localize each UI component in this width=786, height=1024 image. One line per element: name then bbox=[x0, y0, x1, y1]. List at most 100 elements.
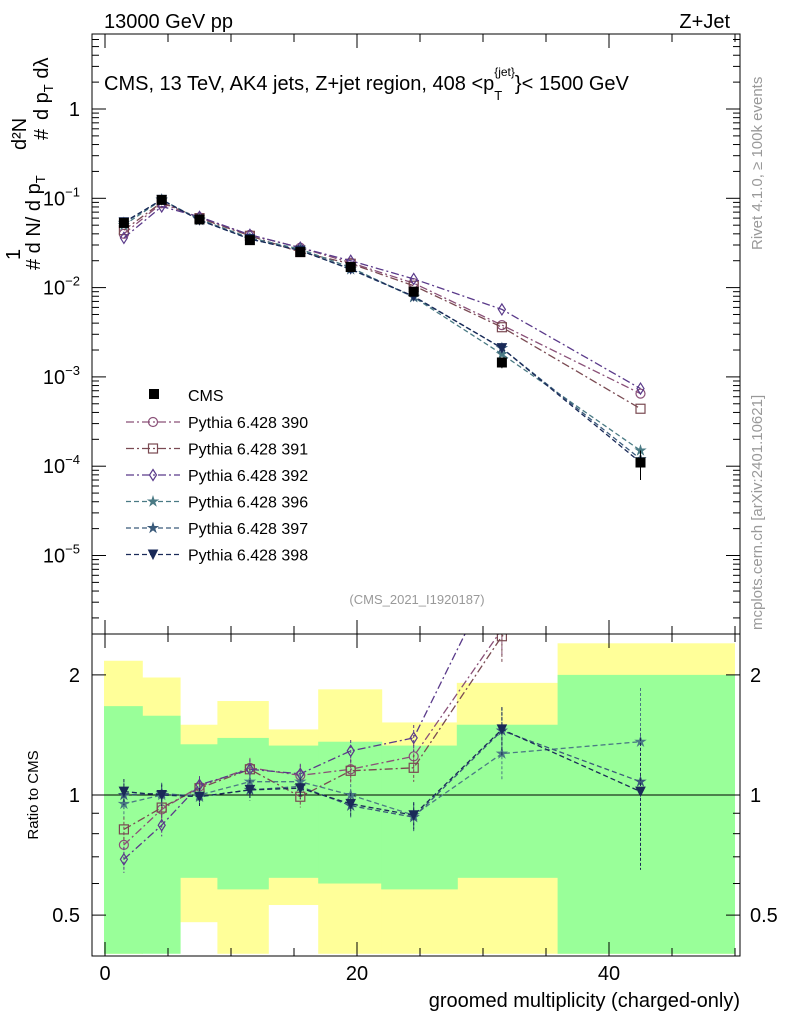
y-tick-label: 10−2 bbox=[43, 274, 80, 300]
legend-label: Pythia 6.428 397 bbox=[188, 521, 308, 538]
series-line bbox=[123, 202, 641, 395]
series-point bbox=[635, 403, 646, 414]
series-line bbox=[123, 205, 641, 390]
series-2 bbox=[118, 197, 646, 414]
legend-label: Pythia 6.428 390 bbox=[188, 415, 308, 432]
ratio-point bbox=[496, 634, 507, 642]
y-tick-label: 10−5 bbox=[43, 542, 80, 568]
series-line bbox=[123, 199, 641, 452]
legend-item-1: Pythia 6.428 390 bbox=[126, 415, 308, 432]
ratio-point bbox=[157, 818, 166, 832]
ratio-point bbox=[118, 824, 130, 835]
data-point bbox=[345, 262, 356, 273]
svg-text:1: 1 bbox=[3, 249, 25, 260]
legend-marker bbox=[148, 468, 158, 482]
green-band bbox=[179, 744, 219, 878]
ratio-y-tick-label-right: 1 bbox=[750, 785, 761, 807]
ratio-point bbox=[118, 786, 130, 798]
data-point bbox=[635, 457, 646, 468]
legend-item-4: Pythia 6.428 396 bbox=[126, 495, 308, 512]
svg-text:d²N: d²N bbox=[9, 118, 31, 150]
green-band bbox=[557, 674, 735, 954]
main-frame bbox=[91, 33, 741, 635]
x-axis-label: groomed multiplicity (charged-only) bbox=[429, 990, 740, 1012]
data-point bbox=[118, 217, 129, 228]
data-point bbox=[295, 247, 306, 258]
series-point bbox=[636, 381, 645, 396]
ratio-y-tick-label-right: 0.5 bbox=[750, 905, 778, 927]
ratio-point bbox=[245, 762, 255, 776]
series-1 bbox=[118, 198, 646, 399]
legend-label: Pythia 6.428 396 bbox=[188, 495, 308, 512]
y-tick-label: 10−4 bbox=[43, 452, 80, 478]
series-point bbox=[119, 231, 129, 245]
ratio-y-tick-label-right: 2 bbox=[750, 665, 761, 687]
main-panel: 10−5 10−4 10−3 10−2 10−1 1 CMS, 13 TeV, AK4 j… bbox=[3, 33, 741, 635]
y-tick-label: 10−3 bbox=[43, 363, 80, 389]
legend-label-cms: CMS bbox=[188, 388, 224, 405]
data-point bbox=[156, 194, 167, 205]
green-band bbox=[381, 745, 458, 890]
rivet-label: Rivet 4.1.0, ≥ 100k events bbox=[749, 77, 766, 250]
ratio-point bbox=[636, 480, 645, 489]
ratio-y-tick-label: 1 bbox=[69, 785, 80, 807]
ratio-y-tick-label: 2 bbox=[69, 665, 80, 687]
ratio-point bbox=[194, 791, 205, 803]
legend-item-cms: CMS bbox=[149, 388, 224, 405]
ratio-point bbox=[408, 762, 419, 773]
x-tick-label: 20 bbox=[346, 963, 368, 985]
ratio-point bbox=[635, 786, 646, 798]
svg-text:# d N/ d pT: # d N/ d pT bbox=[23, 175, 48, 270]
svg-text:d pT dλ: d pT dλ bbox=[31, 58, 56, 120]
svg-text:#: # bbox=[31, 128, 53, 140]
ratio-y-tick-label: 0.5 bbox=[52, 905, 80, 927]
ratio-point bbox=[244, 784, 256, 796]
green-band bbox=[104, 706, 143, 954]
watermark-label: (CMS_2021_I1920187) bbox=[349, 592, 484, 607]
ratio-point bbox=[636, 550, 645, 559]
legend-marker bbox=[146, 521, 160, 534]
green-band bbox=[267, 745, 320, 878]
energy-label: 13000 GeV pp bbox=[104, 11, 233, 33]
legend-marker-cms bbox=[149, 389, 159, 399]
ratio-plot-content bbox=[92, 480, 740, 954]
ratio-series-6 bbox=[118, 707, 646, 870]
ratio-point bbox=[346, 744, 355, 758]
legend-marker bbox=[147, 549, 159, 561]
series-point bbox=[496, 343, 508, 354]
legend-series-items: Pythia 6.428 390 Pythia 6.428 391 Pythia 6… bbox=[126, 415, 308, 565]
ratio-point bbox=[499, 634, 505, 635]
data-point bbox=[408, 286, 419, 297]
legend-marker bbox=[147, 443, 159, 454]
green-band bbox=[456, 724, 559, 878]
legend-label: Pythia 6.428 391 bbox=[188, 442, 308, 459]
main-plot-content bbox=[117, 192, 647, 481]
data-series-cms bbox=[118, 194, 646, 481]
legend-item-6: Pythia 6.428 398 bbox=[126, 548, 308, 565]
main-axis-ticks: 10−5 10−4 10−3 10−2 10−1 1 bbox=[43, 34, 740, 634]
ratio-point bbox=[156, 790, 168, 801]
ratio-point bbox=[409, 731, 418, 745]
ratio-point bbox=[498, 554, 505, 565]
ratio-point bbox=[345, 765, 356, 776]
ratio-point bbox=[496, 724, 508, 736]
legend-label: Pythia 6.428 392 bbox=[188, 468, 308, 485]
source-label: mcplots.cern.ch [arXiv:2401.10621] bbox=[749, 395, 766, 630]
legend-label: Pythia 6.428 398 bbox=[188, 548, 308, 565]
series-point bbox=[409, 272, 418, 286]
ratio-panel: 0.5 0.51 12 20 20 40 Ratio to CMS groomed mul… bbox=[25, 480, 778, 1012]
ratio-y-axis-label: Ratio to CMS bbox=[25, 750, 42, 839]
data-point bbox=[496, 357, 507, 368]
legend-item-5: Pythia 6.428 397 bbox=[126, 521, 308, 538]
process-label: Z+Jet bbox=[679, 11, 730, 33]
series-point bbox=[496, 322, 507, 333]
ratio-point bbox=[119, 852, 129, 866]
y-tick-label: 1 bbox=[69, 99, 80, 121]
x-tick-label: 0 bbox=[99, 963, 110, 985]
y-tick-label: 10−1 bbox=[43, 184, 80, 210]
data-point bbox=[194, 214, 205, 225]
green-band bbox=[217, 737, 269, 890]
series-line bbox=[123, 201, 641, 410]
